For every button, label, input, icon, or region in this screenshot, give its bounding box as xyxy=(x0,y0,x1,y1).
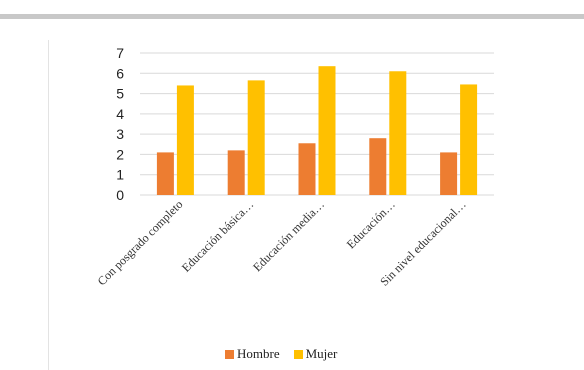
x-category-label: Educación básica… xyxy=(179,197,257,275)
y-tick-label: 1 xyxy=(116,167,124,183)
y-tick-label: 0 xyxy=(116,187,124,203)
bar-mujer xyxy=(318,66,336,195)
y-tick-label: 6 xyxy=(116,65,124,81)
y-tick-label: 4 xyxy=(116,106,124,122)
y-tick-label: 5 xyxy=(116,86,124,102)
x-category-label: Educación… xyxy=(344,197,398,251)
bar-hombre xyxy=(227,150,245,195)
bar-mujer xyxy=(389,71,407,195)
bar-hombre xyxy=(369,138,387,195)
bar-hombre xyxy=(298,143,316,195)
legend-swatch-mujer xyxy=(293,349,303,359)
legend-swatch-hombre xyxy=(225,349,234,359)
left-rule xyxy=(48,40,49,370)
y-tick-label: 3 xyxy=(116,126,124,142)
bar-mujer xyxy=(247,80,265,195)
legend-item-hombre: Hombre xyxy=(225,346,280,362)
x-category-label: Con posgrado completo xyxy=(95,197,186,288)
bar-mujer xyxy=(176,85,194,195)
top-rule xyxy=(0,14,584,19)
legend-label-mujer: Mujer xyxy=(305,346,338,361)
y-tick-label: 2 xyxy=(116,146,124,162)
bar-hombre xyxy=(156,152,174,195)
bar-hombre xyxy=(440,152,458,195)
legend-item-mujer: Mujer xyxy=(293,346,338,362)
legend: Hombre Mujer xyxy=(225,346,337,362)
y-tick-label: 7 xyxy=(116,45,124,61)
legend-label-hombre: Hombre xyxy=(237,346,280,361)
bar-mujer xyxy=(460,84,478,195)
x-category-label: Educación media… xyxy=(250,197,327,274)
